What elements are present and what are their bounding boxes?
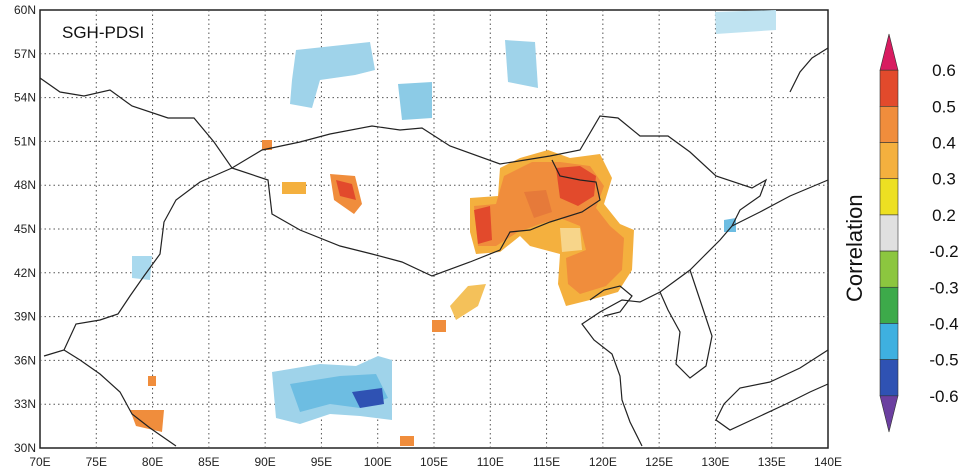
patch-southwest xyxy=(130,410,164,432)
lat-label-57N: 57N xyxy=(14,47,36,61)
patch-taklimakan xyxy=(148,376,156,386)
colorbar-segment xyxy=(879,250,899,288)
lat-label-48N: 48N xyxy=(14,178,36,192)
lon-label-125E: 125E xyxy=(645,455,673,469)
coast-russia-far-east xyxy=(731,179,829,227)
colorbar-tick: 0.5 xyxy=(932,97,956,116)
colorbar-tick: 0.3 xyxy=(932,170,956,189)
lon-label-110E: 110E xyxy=(477,455,504,469)
patch-central-mongolia-core xyxy=(336,180,356,200)
patch-tibet-dark xyxy=(352,388,384,408)
colorbar-label: Correlation xyxy=(842,194,867,302)
colorbar-segment xyxy=(879,69,899,107)
lon-label-140E: 140E xyxy=(814,455,842,469)
lat-label-39N: 39N xyxy=(14,310,36,324)
lon-label-90E: 90E xyxy=(254,455,275,469)
patch-siberia-2 xyxy=(398,82,432,120)
colorbar-tick: 0.2 xyxy=(932,206,956,225)
patch-korea xyxy=(724,218,736,232)
colorbar-segment xyxy=(879,286,899,324)
colorbar-segment xyxy=(879,323,899,360)
lon-label-70E: 70E xyxy=(29,455,50,469)
patch-lake xyxy=(262,140,272,150)
lat-label-33N: 33N xyxy=(14,397,36,411)
lon-label-130E: 130E xyxy=(701,455,729,469)
patch-east-red-3 xyxy=(524,190,552,218)
lon-label-80E: 80E xyxy=(142,455,163,469)
colorbar xyxy=(879,33,899,433)
colorbar-segment xyxy=(879,106,899,143)
patch-siberia-3 xyxy=(505,40,538,88)
patch-east-red-1 xyxy=(556,166,596,206)
colorbar-arrow-top xyxy=(879,33,899,71)
gridlines xyxy=(40,10,828,448)
colorbar-segment xyxy=(879,359,899,397)
patch-siberia-1 xyxy=(290,42,375,108)
colorbar-tick: 0.4 xyxy=(932,134,956,153)
colorbar-tick: -0.4 xyxy=(929,314,958,333)
colorbar-tick: -0.2 xyxy=(929,242,958,261)
lon-label-120E: 120E xyxy=(589,455,617,469)
border-mongolia xyxy=(231,159,601,277)
country-borders xyxy=(39,47,829,447)
lon-label-100E: 100E xyxy=(364,455,392,469)
lon-label-115E: 115E xyxy=(533,455,560,469)
lon-label-105E: 105E xyxy=(420,455,448,469)
lat-label-60N: 60N xyxy=(14,3,36,17)
colorbar-segment xyxy=(879,178,899,216)
patch-kazakh xyxy=(132,256,152,280)
correlation-patches xyxy=(130,10,776,446)
longitude-labels: 70E 75E 80E 85E 90E 95E 100E 105E 110E 115E 120E 12… xyxy=(29,455,842,469)
latitude-labels: 60N 57N 54N 51N 48N 45N 42N 39N 36N 33N 30N xyxy=(14,3,36,455)
patch-east-red-2 xyxy=(474,206,492,244)
colorbar-segment xyxy=(879,214,899,252)
colorbar-arrow-bottom xyxy=(879,395,899,433)
border-russia-kazakh xyxy=(39,77,768,227)
lat-label-54N: 54N xyxy=(14,91,36,105)
patch-tail xyxy=(450,284,486,320)
lon-label-95E: 95E xyxy=(311,455,332,469)
border-kazakh-china xyxy=(43,167,233,357)
map-title: SGH-PDSI xyxy=(62,23,144,42)
colorbar-tick: 0.6 xyxy=(932,61,956,80)
border-china-south xyxy=(63,349,177,447)
patch-west-mongolia xyxy=(282,182,306,194)
patch-south xyxy=(400,436,414,446)
coast-bohai xyxy=(589,285,633,317)
colorbar-tick: -0.6 xyxy=(929,387,958,406)
patch-tail-2 xyxy=(432,320,446,332)
coast-china-east xyxy=(581,225,733,447)
colorbar-tick: -0.5 xyxy=(929,351,958,370)
colorbar-tick-labels: 0.6 0.5 0.4 0.3 0.2 -0.2 -0.3 -0.4 -0.5 -0.6 xyxy=(929,61,958,406)
lat-label-42N: 42N xyxy=(14,266,36,280)
coast-japan xyxy=(715,349,829,431)
lon-label-135E: 135E xyxy=(758,455,786,469)
patch-east-pale xyxy=(560,228,582,252)
lon-label-85E: 85E xyxy=(198,455,219,469)
lat-label-45N: 45N xyxy=(14,222,36,236)
lon-label-75E: 75E xyxy=(86,455,107,469)
coast-korea xyxy=(659,269,713,379)
colorbar-tick: -0.3 xyxy=(929,278,958,297)
colorbar-segment xyxy=(879,142,899,180)
lat-label-36N: 36N xyxy=(14,353,36,367)
lat-label-51N: 51N xyxy=(14,134,36,148)
coast-hokkaido xyxy=(789,47,829,93)
lat-label-30N: 30N xyxy=(14,441,36,455)
patch-ne xyxy=(715,10,776,34)
